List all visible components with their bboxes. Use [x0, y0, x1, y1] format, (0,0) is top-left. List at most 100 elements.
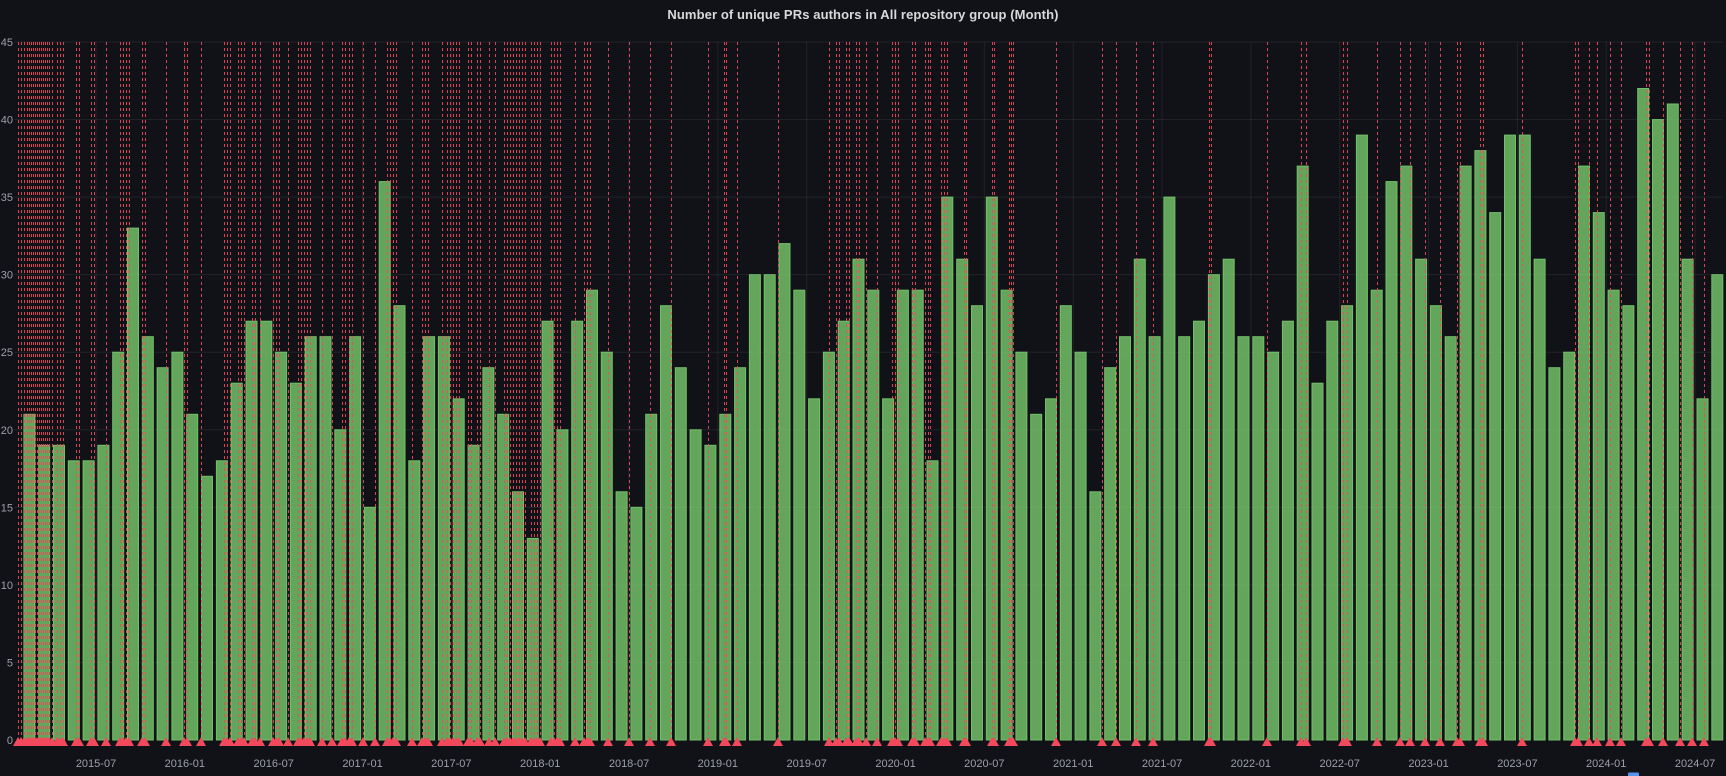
annotation-triangle-icon[interactable]	[358, 737, 368, 746]
bar[interactable]	[1148, 336, 1161, 741]
bar[interactable]	[1429, 305, 1442, 741]
bar[interactable]	[734, 367, 747, 741]
bar[interactable]	[763, 274, 776, 741]
bar[interactable]	[615, 491, 628, 741]
annotation-triangle-icon[interactable]	[1405, 737, 1415, 746]
bar[interactable]	[1015, 351, 1028, 741]
bar[interactable]	[1030, 413, 1043, 741]
annotation-triangle-icon[interactable]	[1675, 737, 1685, 746]
annotation-triangle-icon[interactable]	[824, 737, 834, 746]
annotation-triangle-icon[interactable]	[239, 737, 249, 746]
annotation-triangle-icon[interactable]	[910, 737, 920, 746]
bar[interactable]	[971, 305, 983, 741]
bar[interactable]	[1637, 88, 1650, 741]
bar[interactable]	[630, 506, 643, 741]
bar[interactable]	[112, 351, 125, 741]
bar[interactable]	[600, 351, 613, 741]
annotation-triangle-icon[interactable]	[1301, 737, 1311, 746]
bar[interactable]	[1711, 274, 1724, 741]
annotation-triangle-icon[interactable]	[101, 737, 111, 746]
bar[interactable]	[1104, 367, 1117, 741]
annotation-triangle-icon[interactable]	[1051, 737, 1061, 746]
annotation-triangle-icon[interactable]	[124, 737, 134, 746]
bar[interactable]	[926, 460, 939, 741]
annotation-triangle-icon[interactable]	[1131, 737, 1141, 746]
bar[interactable]	[319, 336, 332, 741]
annotation-triangle-icon[interactable]	[347, 737, 357, 746]
bar[interactable]	[808, 398, 821, 741]
bar[interactable]	[1548, 367, 1561, 741]
bar[interactable]	[1563, 351, 1576, 741]
annotation-triangle-icon[interactable]	[370, 737, 380, 746]
annotation-triangle-icon[interactable]	[454, 737, 464, 746]
bar[interactable]	[452, 398, 465, 741]
bar[interactable]	[1222, 258, 1235, 741]
annotation-triangle-icon[interactable]	[423, 737, 433, 746]
bar[interactable]	[378, 181, 391, 741]
bar[interactable]	[1400, 165, 1413, 741]
annotation-triangle-icon[interactable]	[854, 737, 864, 746]
bar[interactable]	[1267, 351, 1280, 741]
bar[interactable]	[1045, 398, 1057, 741]
bar[interactable]	[1237, 336, 1250, 741]
bar[interactable]	[956, 258, 969, 741]
bar[interactable]	[1089, 491, 1102, 741]
annotation-triangle-icon[interactable]	[1148, 737, 1158, 746]
annotation-triangle-icon[interactable]	[703, 737, 713, 746]
annotation-triangle-icon[interactable]	[391, 737, 401, 746]
annotation-triangle-icon[interactable]	[89, 737, 99, 746]
bar[interactable]	[1385, 181, 1398, 741]
annotation-triangle-icon[interactable]	[925, 737, 935, 746]
bar[interactable]	[260, 320, 273, 741]
bar[interactable]	[1607, 289, 1620, 741]
bar[interactable]	[896, 289, 909, 741]
annotation-triangle-icon[interactable]	[1573, 737, 1583, 746]
annotation-triangle-icon[interactable]	[1605, 737, 1615, 746]
bar[interactable]	[1489, 212, 1502, 741]
bar[interactable]	[1444, 336, 1457, 741]
bar[interactable]	[704, 444, 717, 741]
annotation-triangle-icon[interactable]	[570, 737, 580, 746]
bar[interactable]	[1622, 305, 1635, 741]
bar[interactable]	[1207, 274, 1220, 741]
bar[interactable]	[334, 429, 347, 741]
bar[interactable]	[1311, 382, 1324, 741]
annotation-triangle-icon[interactable]	[1420, 737, 1430, 746]
annotation-triangle-icon[interactable]	[407, 737, 417, 746]
bar[interactable]	[1178, 336, 1191, 741]
bar[interactable]	[571, 320, 584, 741]
annotation-triangle-icon[interactable]	[196, 737, 206, 746]
bar[interactable]	[171, 351, 184, 741]
annotation-triangle-icon[interactable]	[961, 737, 971, 746]
bar[interactable]	[186, 413, 199, 741]
bar[interactable]	[719, 413, 732, 741]
annotation-triangle-icon[interactable]	[1111, 737, 1121, 746]
annotation-triangle-icon[interactable]	[585, 737, 595, 746]
bar[interactable]	[437, 336, 450, 741]
annotation-triangle-icon[interactable]	[535, 737, 545, 746]
bar[interactable]	[67, 460, 80, 741]
bar[interactable]	[467, 444, 480, 741]
bar[interactable]	[1059, 305, 1072, 741]
bar[interactable]	[1666, 103, 1679, 741]
bar[interactable]	[201, 475, 213, 741]
annotation-triangle-icon[interactable]	[140, 737, 150, 746]
annotation-triangle-icon[interactable]	[1517, 737, 1527, 746]
bar[interactable]	[482, 367, 495, 741]
bar[interactable]	[97, 444, 110, 741]
bar[interactable]	[1281, 320, 1294, 741]
bar[interactable]	[1415, 258, 1428, 741]
bar[interactable]	[289, 382, 302, 741]
annotation-triangle-icon[interactable]	[1206, 737, 1216, 746]
annotation-triangle-icon[interactable]	[1699, 737, 1709, 746]
bar[interactable]	[1296, 165, 1309, 741]
annotation-triangle-icon[interactable]	[255, 737, 265, 746]
bar[interactable]	[660, 305, 672, 741]
bar[interactable]	[556, 429, 569, 741]
bar[interactable]	[408, 460, 421, 741]
bar[interactable]	[1370, 289, 1383, 741]
annotation-triangle-icon[interactable]	[274, 737, 284, 746]
annotation-triangle-icon[interactable]	[1435, 737, 1445, 746]
bar[interactable]	[911, 289, 924, 741]
bar[interactable]	[1000, 289, 1013, 741]
